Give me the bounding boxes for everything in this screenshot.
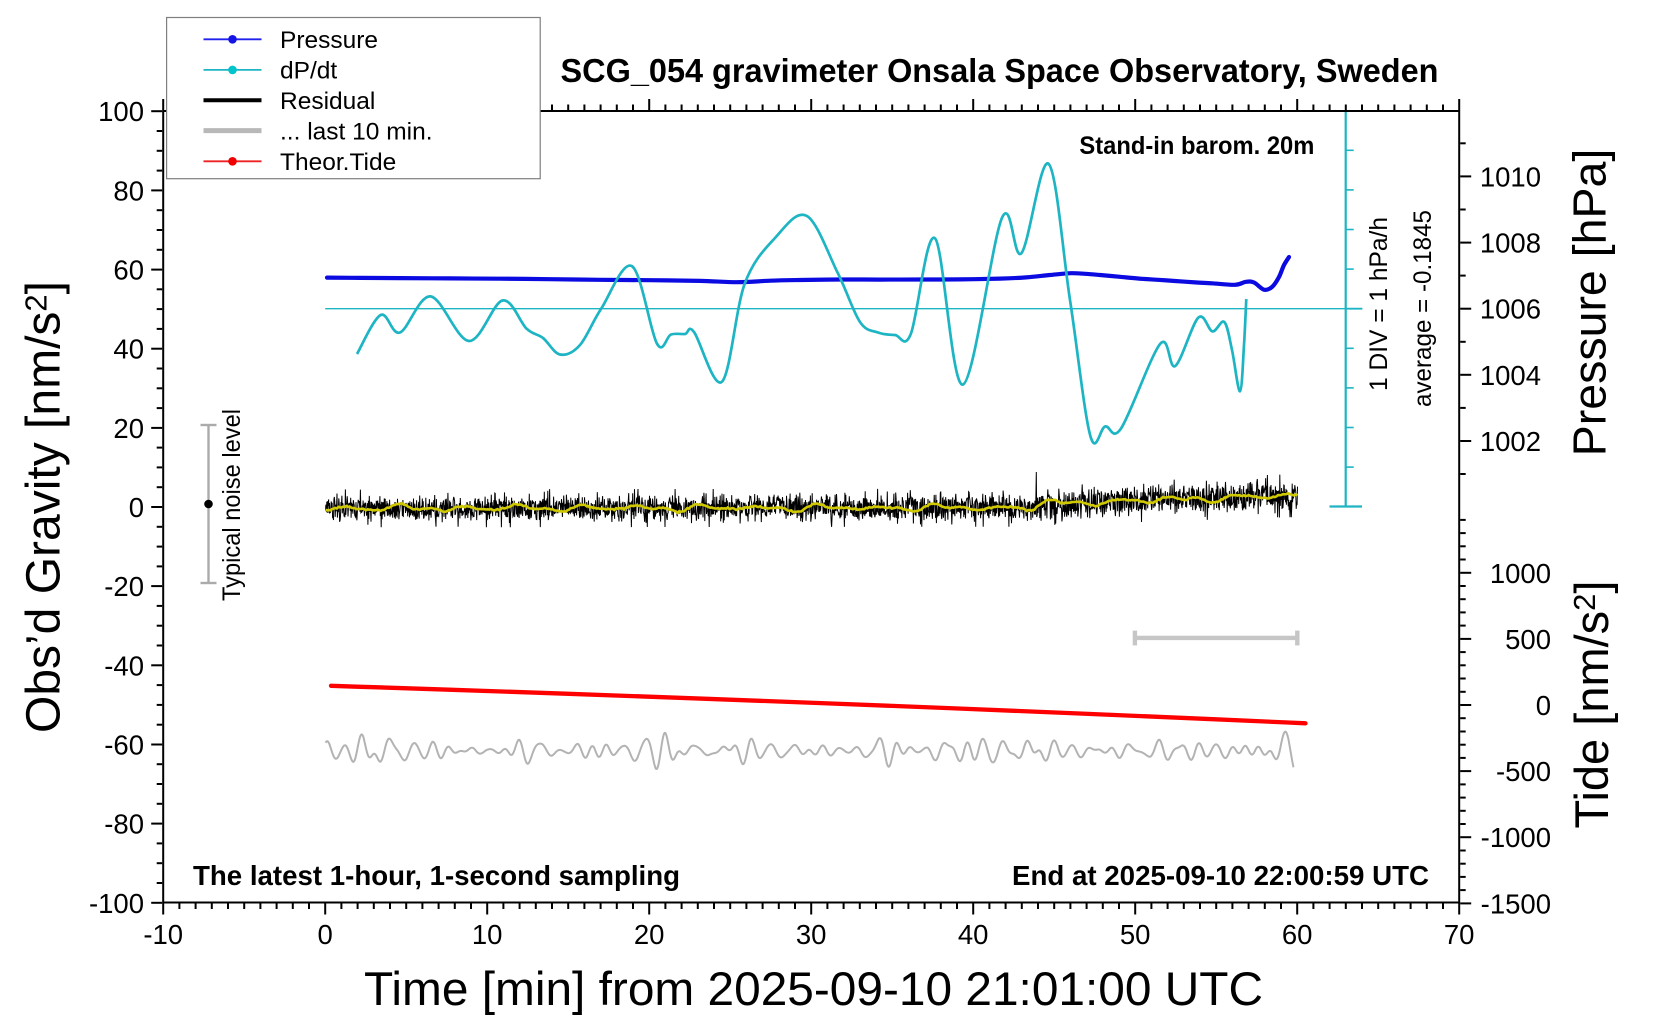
svg-text:1002: 1002 xyxy=(1480,426,1541,457)
svg-text:-20: -20 xyxy=(104,571,144,602)
svg-text:-40: -40 xyxy=(104,650,144,681)
svg-text:-1500: -1500 xyxy=(1481,888,1551,919)
svg-text:-60: -60 xyxy=(104,730,144,761)
svg-text:Residual: Residual xyxy=(280,88,375,115)
svg-text:End at 2025-09-10 22:00:59 UTC: End at 2025-09-10 22:00:59 UTC xyxy=(1012,860,1429,891)
svg-text:-500: -500 xyxy=(1496,756,1551,787)
svg-text:80: 80 xyxy=(113,175,144,206)
svg-text:0: 0 xyxy=(129,492,144,523)
svg-text:20: 20 xyxy=(634,919,665,950)
svg-text:1006: 1006 xyxy=(1480,294,1541,325)
svg-text:40: 40 xyxy=(113,334,144,365)
svg-text:-1000: -1000 xyxy=(1481,822,1551,853)
svg-text:30: 30 xyxy=(796,919,827,950)
svg-text:Time [min] from 2025-09-10 21:: Time [min] from 2025-09-10 21:01:00 UTC xyxy=(364,962,1263,1015)
svg-text:dP/dt: dP/dt xyxy=(280,58,337,85)
svg-text:500: 500 xyxy=(1505,624,1551,655)
svg-text:-10: -10 xyxy=(143,919,183,950)
svg-text:SCG_054 gravimeter Onsala Spac: SCG_054 gravimeter Onsala Space Observat… xyxy=(561,52,1439,89)
svg-text:Stand-in barom. 20m: Stand-in barom. 20m xyxy=(1079,132,1314,160)
svg-text:Tide [nm/s2]: Tide [nm/s2] xyxy=(1565,581,1618,829)
svg-text:-100: -100 xyxy=(89,888,144,919)
svg-text:70: 70 xyxy=(1444,919,1475,950)
svg-text:Pressure [hPa]: Pressure [hPa] xyxy=(1564,149,1616,457)
svg-text:10: 10 xyxy=(472,919,503,950)
svg-text:1000: 1000 xyxy=(1490,558,1551,589)
svg-text:Typical noise level: Typical noise level xyxy=(218,409,246,601)
svg-text:1008: 1008 xyxy=(1480,228,1541,259)
svg-text:1004: 1004 xyxy=(1480,360,1541,391)
svg-text:... last 10 min.: ... last 10 min. xyxy=(280,118,433,145)
svg-text:0: 0 xyxy=(1536,690,1551,721)
svg-text:100: 100 xyxy=(98,96,144,127)
svg-text:The latest 1-hour, 1-second sa: The latest 1-hour, 1-second sampling xyxy=(193,860,680,891)
svg-text:-80: -80 xyxy=(104,809,144,840)
svg-text:Obs’d Gravity [nm/s2]: Obs’d Gravity [nm/s2] xyxy=(17,281,70,733)
svg-text:average = -0.1845: average = -0.1845 xyxy=(1409,210,1437,407)
svg-text:60: 60 xyxy=(1282,919,1313,950)
svg-text:60: 60 xyxy=(113,255,144,286)
svg-text:40: 40 xyxy=(958,919,989,950)
svg-text:1 DIV = 1 hPa/h: 1 DIV = 1 hPa/h xyxy=(1365,217,1393,391)
svg-text:Theor.Tide: Theor.Tide xyxy=(280,149,396,176)
svg-text:1010: 1010 xyxy=(1480,161,1541,192)
svg-text:20: 20 xyxy=(113,413,144,444)
svg-text:0: 0 xyxy=(318,919,333,950)
svg-text:50: 50 xyxy=(1120,919,1151,950)
svg-text:Pressure: Pressure xyxy=(280,27,378,54)
